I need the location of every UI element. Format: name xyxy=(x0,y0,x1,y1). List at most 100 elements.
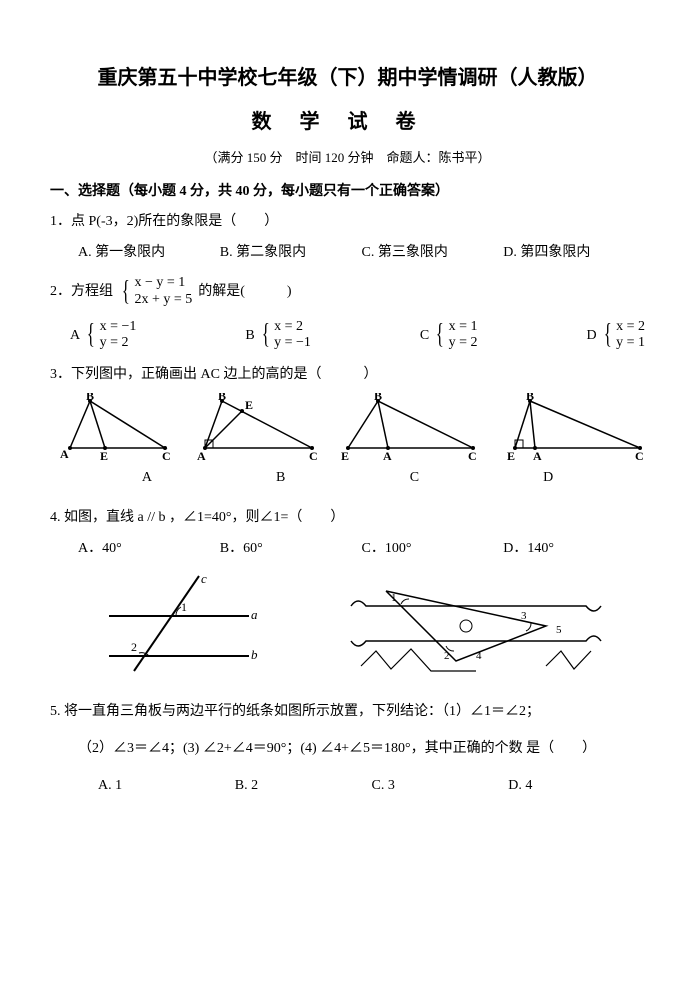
svg-text:C: C xyxy=(309,449,317,463)
q3-label-b: B xyxy=(214,465,348,490)
q5-line1: 5. 将一直角三角板与两边平行的纸条如图所示放置，下列结论：（1）∠1＝∠2； xyxy=(50,699,645,724)
svg-text:5: 5 xyxy=(556,624,562,636)
svg-text:C: C xyxy=(635,449,644,463)
svg-text:C: C xyxy=(468,449,477,463)
svg-text:A: A xyxy=(383,449,392,463)
q2-a-eq1: x = −1 xyxy=(100,319,137,336)
left-brace-icon: { xyxy=(122,278,130,306)
q2-opt-c: C { x = 1 y = 2 xyxy=(420,319,478,353)
q2-opt-a: A { x = −1 y = 2 xyxy=(70,319,136,353)
svg-text:A: A xyxy=(533,449,542,463)
q1-options: A. 第一象限内 B. 第二象限内 C. 第三象限内 D. 第四象限内 xyxy=(78,240,645,265)
exam-meta: （满分 150 分 时间 120 分钟 命题人：陈书平） xyxy=(50,146,645,169)
q2-eq1: x − y = 1 xyxy=(134,275,192,292)
q2-stem-post: 的解是( ) xyxy=(198,279,291,304)
svg-text:1: 1 xyxy=(391,592,397,604)
section-header: 一、选择题（每小题 4 分，共 40 分，每小题只有一个正确答案） xyxy=(50,179,645,204)
q4-opt-b: B．60° xyxy=(220,536,362,561)
question-5: 5. 将一直角三角板与两边平行的纸条如图所示放置，下列结论：（1）∠1＝∠2； … xyxy=(50,699,645,799)
q2-opt-d: D { x = 2 y = 1 xyxy=(586,319,644,353)
q2-b-label: B xyxy=(245,323,254,348)
q4-opt-a: A．40° xyxy=(78,536,220,561)
q2-a-eq2: y = 2 xyxy=(100,335,137,352)
q2-system-brace: { x − y = 1 2x + y = 5 xyxy=(119,275,192,309)
q3-fig-d: B E A C xyxy=(495,393,645,463)
svg-text:E: E xyxy=(245,398,253,412)
question-4: 4. 如图，直线 a // b ，∠1=40°，则∠1=（ ） A．40° B．… xyxy=(50,505,645,681)
q1-opt-a: A. 第一象限内 xyxy=(78,240,220,265)
q1-opt-c: C. 第三象限内 xyxy=(362,240,504,265)
q3-label-d: D xyxy=(481,465,615,490)
q3-label-a: A xyxy=(80,465,214,490)
q1-opt-b: B. 第二象限内 xyxy=(220,240,362,265)
svg-text:b: b xyxy=(251,647,258,662)
q2-c-label: C xyxy=(420,323,429,348)
q2-d-label: D xyxy=(586,323,596,348)
q3-fig-c: B E A C xyxy=(333,393,478,463)
svg-text:B: B xyxy=(526,393,534,403)
svg-text:4: 4 xyxy=(476,650,482,662)
question-2: 2．方程组 { x − y = 1 2x + y = 5 的解是( ) A { … xyxy=(50,275,645,352)
svg-text:1: 1 xyxy=(181,600,187,614)
question-1: 1．点 P(-3，2)所在的象限是（ ） A. 第一象限内 B. 第二象限内 C… xyxy=(50,209,645,265)
svg-text:A: A xyxy=(60,447,69,461)
page-title: 重庆第五十中学校七年级（下）期中学情调研（人教版） xyxy=(50,60,645,96)
left-brace-icon: { xyxy=(261,321,269,349)
q1-stem: 1．点 P(-3，2)所在的象限是（ ） xyxy=(50,209,645,234)
svg-text:3: 3 xyxy=(521,610,527,622)
triangle-c-icon: B E A C xyxy=(333,393,478,463)
q5-options: A. 1 B. 2 C. 3 D. 4 xyxy=(98,773,645,798)
q2-eq2: 2x + y = 5 xyxy=(134,292,192,309)
q2-opt-b: B { x = 2 y = −1 xyxy=(245,319,311,353)
triangle-d-icon: B E A C xyxy=(495,393,645,463)
q3-fig-b: B E A C xyxy=(187,393,317,463)
q4-figures: c a b 1 2 1 2 3 4 xyxy=(50,571,645,681)
left-brace-icon: { xyxy=(87,321,95,349)
q5-opt-d: D. 4 xyxy=(508,773,645,798)
q5-opt-b: B. 2 xyxy=(235,773,372,798)
q2-stem: 2．方程组 { x − y = 1 2x + y = 5 的解是( ) xyxy=(50,275,645,309)
q4-options: A．40° B．60° C．100° D．140° xyxy=(78,536,645,561)
q3-labels: A B C D xyxy=(80,465,615,490)
subject-title: 数学试卷 xyxy=(50,104,645,140)
q2-options: A { x = −1 y = 2 B { x = 2 y = −1 xyxy=(70,319,645,353)
q4-stem: 4. 如图，直线 a // b ，∠1=40°，则∠1=（ ） xyxy=(50,505,645,530)
triangle-b-icon: B E A C xyxy=(187,393,317,463)
svg-text:C: C xyxy=(162,449,170,463)
parallel-lines-icon: c a b 1 2 xyxy=(89,571,269,681)
q3-stem: 3．下列图中，正确画出 AC 边上的高的是（ ） xyxy=(50,362,645,387)
triangle-strip-icon: 1 2 3 4 5 xyxy=(346,571,606,681)
exam-page: 重庆第五十中学校七年级（下）期中学情调研（人教版） 数学试卷 （满分 150 分… xyxy=(0,0,695,982)
left-brace-icon: { xyxy=(436,321,444,349)
q5-opt-a: A. 1 xyxy=(98,773,235,798)
q4-opt-c: C．100° xyxy=(362,536,504,561)
svg-text:E: E xyxy=(341,449,349,463)
svg-text:B: B xyxy=(218,393,226,403)
svg-text:2: 2 xyxy=(444,650,450,662)
svg-text:c: c xyxy=(201,571,207,586)
svg-text:E: E xyxy=(100,449,108,463)
svg-text:E: E xyxy=(507,449,515,463)
svg-text:B: B xyxy=(86,393,94,403)
svg-text:B: B xyxy=(374,393,382,403)
triangle-a-icon: B A E C xyxy=(50,393,170,463)
q2-c-eq2: y = 2 xyxy=(449,335,478,352)
q3-fig-a: B A E C xyxy=(50,393,170,463)
q5-line2: （2）∠3＝∠4；(3) ∠2+∠4＝90°；(4) ∠4+∠5＝180°，其中… xyxy=(78,736,645,761)
q3-figures: B A E C B E A C xyxy=(50,393,645,463)
svg-text:A: A xyxy=(197,449,206,463)
q2-b-eq2: y = −1 xyxy=(274,335,311,352)
left-brace-icon: { xyxy=(603,321,611,349)
q2-d-eq1: x = 2 xyxy=(616,319,645,336)
svg-text:2: 2 xyxy=(131,640,137,654)
q2-stem-pre: 2．方程组 xyxy=(50,279,113,304)
q2-c-eq1: x = 1 xyxy=(449,319,478,336)
question-3: 3．下列图中，正确画出 AC 边上的高的是（ ） B A E C xyxy=(50,362,645,490)
q1-opt-d: D. 第四象限内 xyxy=(503,240,645,265)
q5-opt-c: C. 3 xyxy=(372,773,509,798)
q4-opt-d: D．140° xyxy=(503,536,645,561)
q3-label-c: C xyxy=(348,465,482,490)
q2-a-label: A xyxy=(70,323,80,348)
q2-b-eq1: x = 2 xyxy=(274,319,311,336)
q2-d-eq2: y = 1 xyxy=(616,335,645,352)
